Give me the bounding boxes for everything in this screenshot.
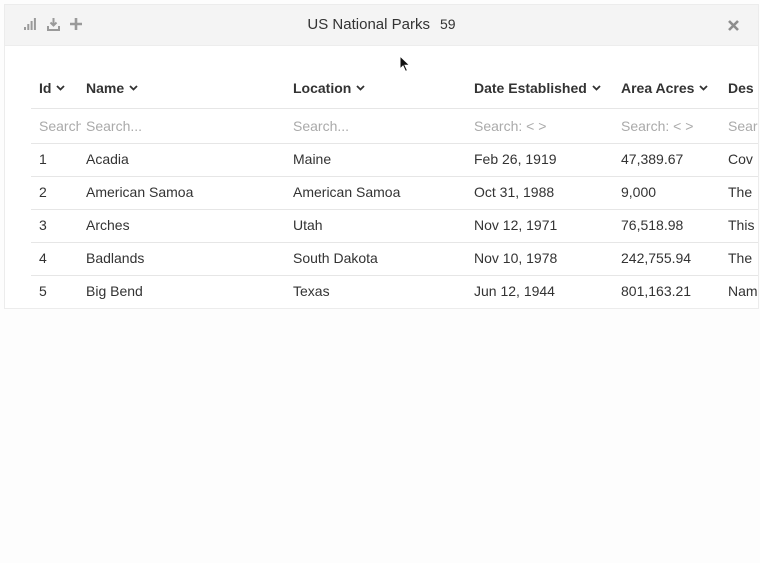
cell-description: Cov (728, 151, 753, 167)
column-header-label: Id (39, 80, 52, 96)
filter-cell-id (39, 108, 81, 143)
chevron-down-icon[interactable] (356, 85, 365, 92)
filter-cell-name (86, 108, 286, 143)
column-header-description[interactable]: Des (728, 65, 758, 108)
cell-name: American Samoa (86, 184, 194, 200)
filter-cell-area-acres (621, 108, 721, 143)
chevron-down-icon[interactable] (129, 85, 138, 92)
chevron-down-icon[interactable] (56, 85, 66, 92)
cell-location: Texas (293, 283, 330, 299)
search-input-description[interactable] (728, 108, 758, 143)
filter-cell-description (728, 108, 758, 143)
column-header-name[interactable]: Name (86, 65, 286, 108)
table-row[interactable]: 1 Acadia Maine Feb 26, 1919 47,389.67 Cov (31, 143, 758, 177)
cell-location: Utah (293, 217, 323, 233)
search-input-name[interactable] (86, 108, 286, 143)
cell-location: South Dakota (293, 250, 378, 266)
filter-cell-date-established (474, 108, 614, 143)
column-header-label: Des (728, 80, 754, 96)
cell-name: Badlands (86, 250, 145, 266)
cell-date-established: Jun 12, 1944 (474, 283, 555, 299)
column-header-location[interactable]: Location (293, 65, 468, 108)
column-header-area-acres[interactable]: Area Acres (621, 65, 721, 108)
cell-location: Maine (293, 151, 332, 167)
cell-name: Big Bend (86, 283, 143, 299)
search-input-id[interactable] (39, 108, 81, 143)
column-header-label: Date Established (474, 80, 587, 96)
cell-description: The (728, 250, 753, 266)
window-title-area: US National Parks 59 (5, 16, 758, 33)
cell-area-acres: 801,163.21 (621, 283, 692, 299)
search-input-date-established[interactable] (474, 108, 614, 143)
table-filter-row (31, 108, 758, 144)
cell-id: 3 (39, 217, 47, 233)
cell-description: Nam (728, 283, 758, 299)
cell-area-acres: 9,000 (621, 184, 657, 200)
bar-chart-icon[interactable] (23, 17, 37, 31)
table-row[interactable]: 3 Arches Utah Nov 12, 1971 76,518.98 This (31, 209, 758, 243)
cell-description: The (728, 184, 753, 200)
column-header-label: Location (293, 80, 352, 96)
plus-icon[interactable] (69, 17, 83, 31)
toolbar (23, 17, 83, 31)
filter-cell-location (293, 108, 468, 143)
table-row[interactable]: 2 American Samoa American Samoa Oct 31, 198… (31, 176, 758, 210)
column-header-id[interactable]: Id (39, 65, 81, 108)
cell-id: 1 (39, 151, 47, 167)
cell-name: Acadia (86, 151, 129, 167)
record-count: 59 (439, 16, 456, 32)
column-header-label: Area Acres (621, 80, 695, 96)
chevron-down-icon[interactable] (699, 85, 709, 92)
cell-date-established: Nov 10, 1978 (474, 250, 558, 266)
cell-date-established: Oct 31, 1988 (474, 184, 555, 200)
column-header-label: Name (86, 80, 125, 96)
table-row[interactable]: 5 Big Bend Texas Jun 12, 1944 801,163.21 Nam (31, 275, 758, 308)
cell-area-acres: 47,389.67 (621, 151, 684, 167)
window-titlebar: US National Parks 59 (5, 5, 758, 46)
table-row[interactable]: 4 Badlands South Dakota Nov 10, 1978 242,755… (31, 242, 758, 276)
cell-id: 4 (39, 250, 47, 266)
chevron-down-icon[interactable] (592, 85, 601, 92)
cell-area-acres: 242,755.94 (621, 250, 692, 266)
cell-location: American Samoa (293, 184, 401, 200)
column-header-date-established[interactable]: Date Established (474, 65, 614, 108)
close-icon[interactable] (728, 18, 739, 36)
download-icon[interactable] (46, 17, 60, 31)
cell-name: Arches (86, 217, 130, 233)
table-header-row: Id Name Location Date Established Area Acres… (31, 65, 758, 109)
window-title: US National Parks (307, 16, 430, 33)
cell-date-established: Nov 12, 1971 (474, 217, 558, 233)
cell-id: 2 (39, 184, 47, 200)
cell-id: 5 (39, 283, 47, 299)
cell-description: This (728, 217, 755, 233)
search-input-area-acres[interactable] (621, 108, 721, 143)
cell-date-established: Feb 26, 1919 (474, 151, 557, 167)
search-input-location[interactable] (293, 108, 468, 143)
data-table-window: US National Parks 59 Id Name Location Date E… (4, 4, 759, 309)
cell-area-acres: 76,518.98 (621, 217, 684, 233)
